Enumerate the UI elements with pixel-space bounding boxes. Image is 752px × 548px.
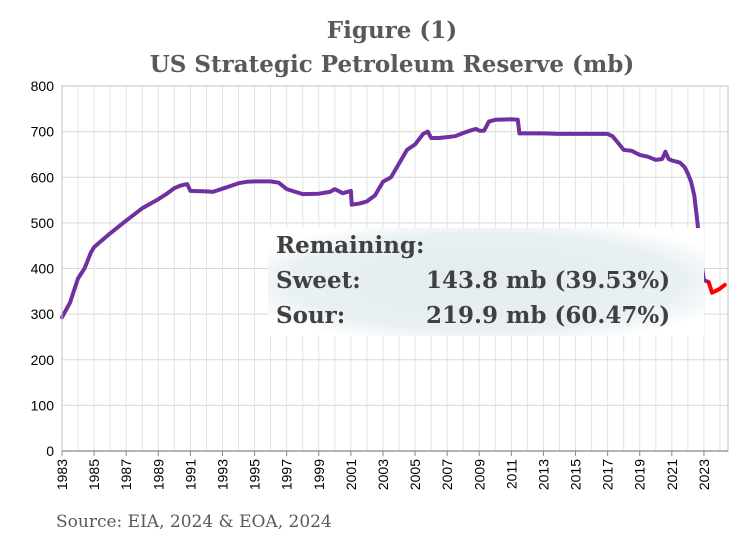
x-tick-label: 1995 [247,459,263,490]
axes [61,85,729,456]
y-tick-label: 700 [31,124,55,140]
x-tick-label: 2003 [375,459,391,490]
x-tick-label: 2007 [439,459,455,490]
y-tick-label: 200 [31,352,55,368]
x-tick-label: 1999 [311,459,327,490]
chart-title: Figure (1) [327,17,457,44]
annotation-heading: Remaining: [276,232,424,259]
x-tick-label: 1997 [279,459,295,490]
x-tick-label: 2001 [343,459,359,490]
annotation-sweet-label: Sweet: [276,267,361,294]
annotation-sour-value: 219.9 mb (60.47%) [426,302,670,329]
source-note: Source: EIA, 2024 & EOA, 2024 [56,512,332,532]
x-tick-label: 2005 [407,459,423,490]
series-line-0 [60,117,711,320]
remaining-annotation: Remaining: Sweet: 143.8 mb (39.53%) Sour… [268,228,704,336]
annotation-sweet-value: 143.8 mb (39.53%) [426,267,670,294]
y-tick-labels: 0 100 200 300 400 500 600 700 800 [31,78,55,459]
y-tick-label: 400 [31,261,55,277]
x-tick-label: 2009 [471,459,487,490]
annotation-background [268,228,704,336]
series-line-1 [706,280,727,295]
y-tick-label: 800 [31,78,55,94]
y-tick-label: 500 [31,215,55,231]
x-tick-label: 1985 [86,459,102,490]
x-tick-label: 2021 [664,459,680,490]
x-tick-label: 2017 [600,459,616,490]
x-tick-label: 2019 [632,459,648,490]
x-tick-label: 2015 [568,459,584,490]
y-tick-label: 600 [31,169,55,185]
y-tick-label: 300 [31,306,55,322]
x-tick-label: 1983 [54,459,70,490]
chart-subtitle: US Strategic Petroleum Reserve (mb) [150,51,634,78]
y-tick-label: 100 [31,397,55,413]
x-tick-label: 1993 [214,459,230,490]
y-tick-label: 0 [46,443,54,459]
x-tick-label: 2013 [535,459,551,490]
x-tick-labels: 1983 1985 1987 1989 1991 1993 1995 1997 1999 2001… [54,459,712,490]
x-tick-label: 2023 [696,459,712,490]
x-tick-label: 1991 [182,459,198,490]
annotation-sour-label: Sour: [276,302,345,329]
x-tick-label: 1989 [150,459,166,490]
series-lines [60,117,727,320]
x-tick-label: 2011 [503,459,519,489]
x-tick-label: 1987 [118,459,134,490]
